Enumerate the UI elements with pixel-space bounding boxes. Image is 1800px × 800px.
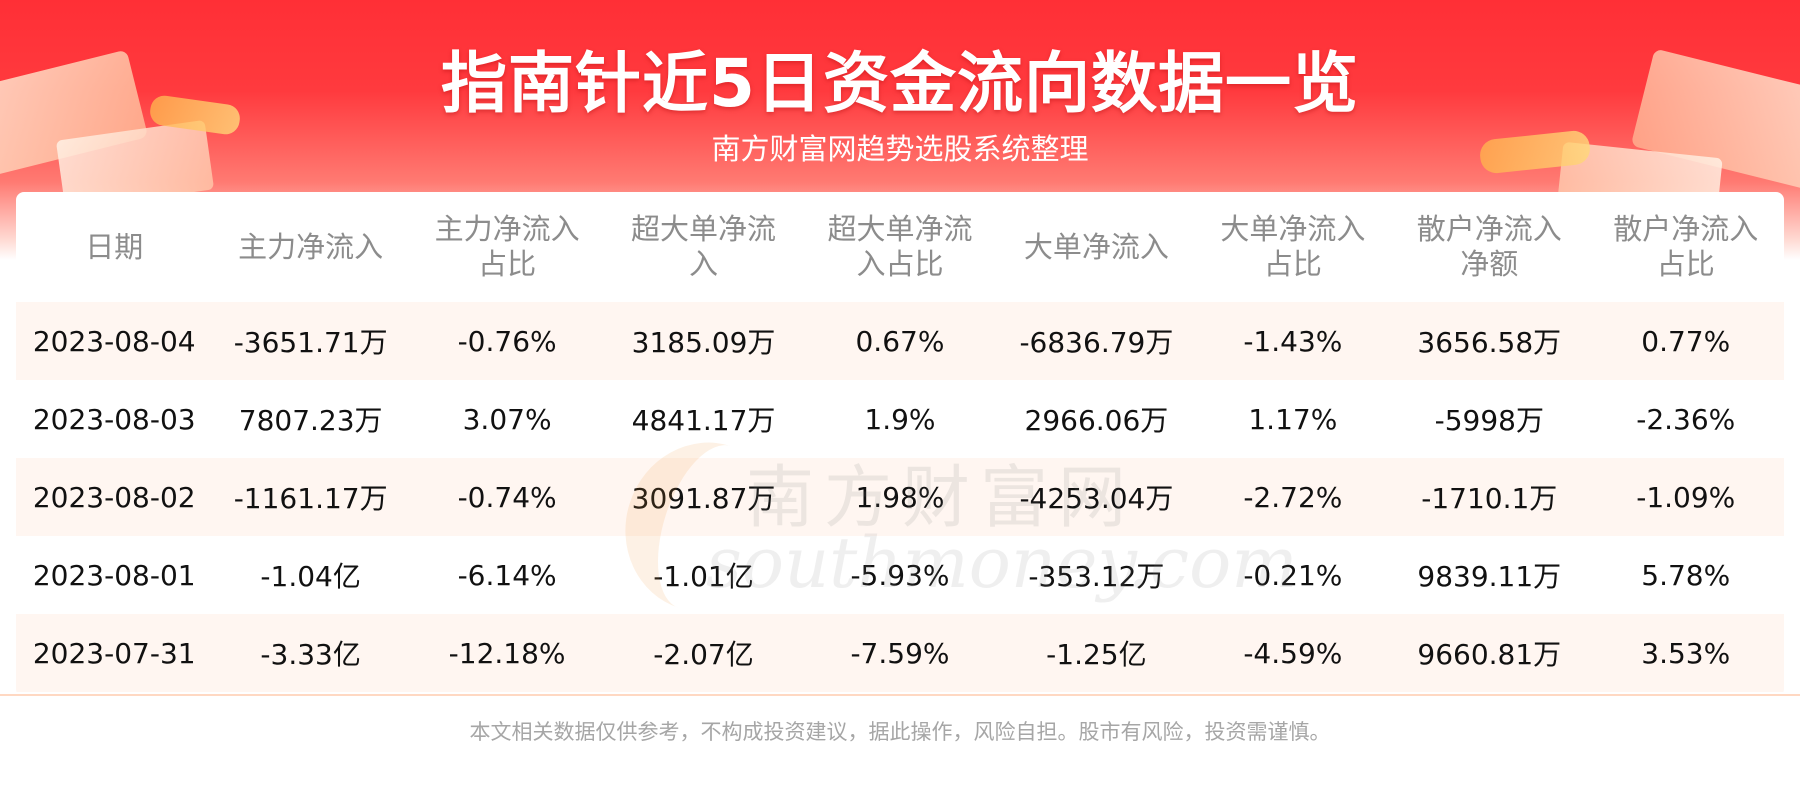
- table-cell: 5.78%: [1587, 536, 1784, 614]
- column-header: 散户净流入 净额: [1416, 212, 1562, 281]
- table-cell: 7807.23万: [212, 380, 409, 458]
- table-cell: 9660.81万: [1391, 614, 1588, 692]
- table-cell: -2.07亿: [605, 614, 802, 692]
- table-cell: -4253.04万: [998, 458, 1195, 536]
- table-cell: 2023-07-31: [16, 614, 213, 692]
- disclaimer-text: 本文相关数据仅供参考，不构成投资建议，据此操作，风险自担。股市有风险，投资需谨慎…: [469, 720, 1331, 744]
- table-cell: -4.59%: [1194, 614, 1392, 692]
- footer-divider: [0, 694, 1800, 696]
- table-cell: -5.93%: [801, 536, 999, 614]
- table-row: 2023-07-31 -3.33亿 -12.18% -2.07亿 -7.59% …: [16, 614, 1784, 692]
- table-cell: -3.33亿: [212, 614, 409, 692]
- table-cell: 1.17%: [1194, 380, 1392, 458]
- table-cell: 2023-08-04: [16, 302, 213, 380]
- data-card: 日期 主力净流入 主力净流入 占比 超大单净流入 超大单净流 入占比 大单净流入 大…: [16, 192, 1784, 697]
- table-cell: -1.43%: [1194, 302, 1392, 380]
- table-cell: 1.9%: [801, 380, 999, 458]
- table-cell: -353.12万: [998, 536, 1195, 614]
- column-header: 主力净流入 占比: [434, 212, 580, 281]
- table-cell: 9839.11万: [1391, 536, 1588, 614]
- fund-flow-table: 日期 主力净流入 主力净流入 占比 超大单净流入 超大单净流 入占比 大单净流入 大…: [16, 192, 1784, 692]
- table-cell: -5998万: [1391, 380, 1588, 458]
- table-cell: 0.67%: [801, 302, 999, 380]
- table-cell: -1.09%: [1587, 458, 1784, 536]
- table-cell: -3651.71万: [212, 302, 409, 380]
- table-cell: 3.53%: [1587, 614, 1784, 692]
- table-cell: 2023-08-01: [16, 536, 213, 614]
- table-row: 2023-08-04 -3651.71万 -0.76% 3185.09万 0.6…: [16, 302, 1784, 380]
- column-header: 大单净流入 占比: [1220, 212, 1366, 281]
- column-header: 散户净流入 占比: [1613, 212, 1759, 281]
- table-cell: 0.77%: [1587, 302, 1784, 380]
- column-header: 主力净流入: [238, 229, 384, 264]
- table-cell: -1710.1万: [1391, 458, 1588, 536]
- table-cell: -6.14%: [408, 536, 606, 614]
- table-cell: -0.76%: [408, 302, 606, 380]
- table-cell: -12.18%: [408, 614, 606, 692]
- table-cell: 2966.06万: [998, 380, 1195, 458]
- table-cell: -0.74%: [408, 458, 606, 536]
- table-cell: -2.36%: [1587, 380, 1784, 458]
- table-cell: 3.07%: [408, 380, 606, 458]
- table-cell: -7.59%: [801, 614, 999, 692]
- table-cell: -1161.17万: [212, 458, 409, 536]
- column-header: 日期: [85, 229, 144, 264]
- table-cell: -6836.79万: [998, 302, 1195, 380]
- table-cell: 2023-08-03: [16, 380, 213, 458]
- table-row: 2023-08-02 -1161.17万 -0.74% 3091.87万 1.9…: [16, 458, 1784, 536]
- column-header: 大单净流入: [1023, 229, 1169, 264]
- table-cell: 2023-08-02: [16, 458, 213, 536]
- table-cell: 4841.17万: [605, 380, 802, 458]
- column-header: 超大单净流入: [631, 212, 777, 281]
- table-row: 2023-08-03 7807.23万 3.07% 4841.17万 1.9% …: [16, 380, 1784, 458]
- table-cell: 3185.09万: [605, 302, 802, 380]
- page-subtitle: 南方财富网趋势选股系统整理: [711, 132, 1089, 166]
- table-cell: 3091.87万: [605, 458, 802, 536]
- table-cell: 1.98%: [801, 458, 999, 536]
- table-cell: 3656.58万: [1391, 302, 1588, 380]
- table-cell: -1.01亿: [605, 536, 802, 614]
- table-cell: -2.72%: [1194, 458, 1392, 536]
- table-header-row: 日期 主力净流入 主力净流入 占比 超大单净流入 超大单净流 入占比 大单净流入 大…: [16, 192, 1784, 302]
- table-row: 2023-08-01 -1.04亿 -6.14% -1.01亿 -5.93% -…: [16, 536, 1784, 614]
- column-header: 超大单净流 入占比: [827, 212, 973, 281]
- page-title: 指南针近5日资金流向数据一览: [441, 45, 1359, 122]
- table-cell: -0.21%: [1194, 536, 1392, 614]
- table-cell: -1.04亿: [212, 536, 409, 614]
- table-cell: -1.25亿: [998, 614, 1195, 692]
